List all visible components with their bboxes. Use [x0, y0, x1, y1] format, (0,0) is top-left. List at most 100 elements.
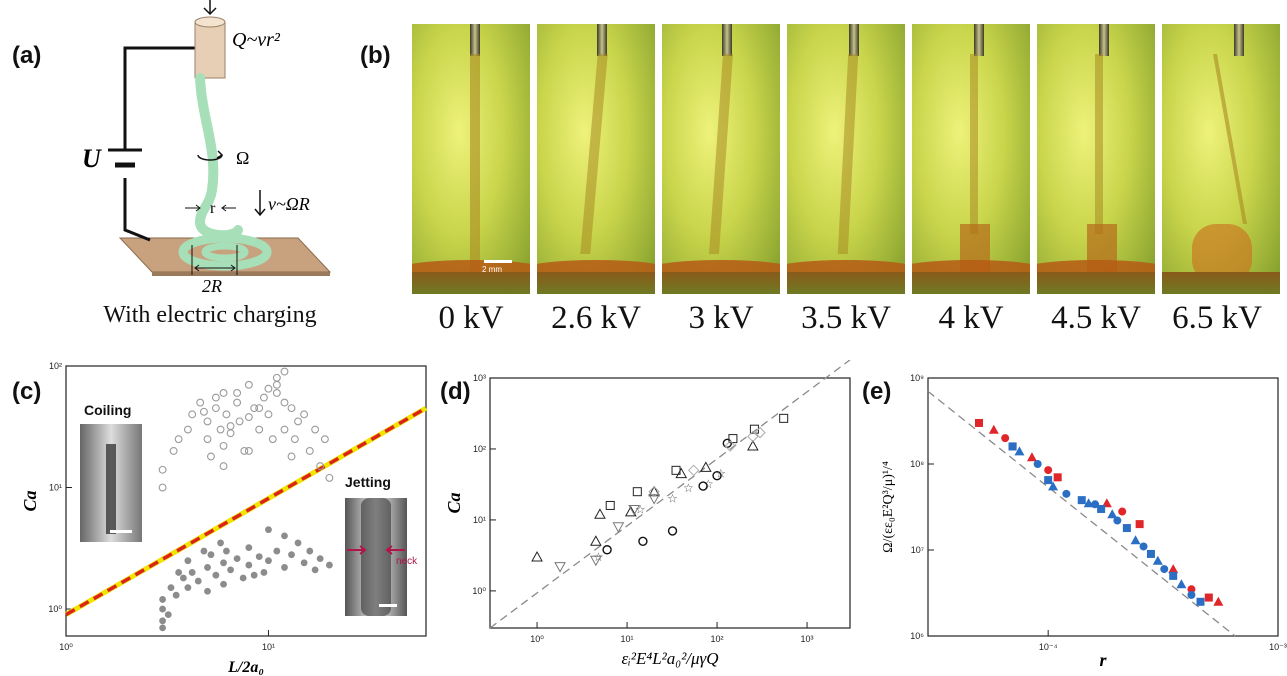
data-point: ☆ [667, 492, 678, 506]
data-point [287, 452, 296, 461]
y-tick-label: 10¹ [473, 515, 486, 525]
data-point [196, 398, 205, 407]
y-tick-label: 10² [49, 361, 62, 371]
data-point [747, 430, 759, 443]
data-point [159, 596, 166, 603]
x-axis-label: r [1099, 650, 1107, 670]
data-point [217, 539, 224, 547]
data-point [167, 584, 175, 592]
data-point [325, 473, 334, 482]
data-point [233, 555, 241, 563]
y-tick-label: 10⁷ [911, 545, 924, 555]
data-point [184, 584, 192, 592]
jetting-inset-photo [345, 498, 407, 616]
data-point: ☆ [635, 503, 646, 517]
data-point [280, 398, 289, 407]
plot-frame [927, 377, 1279, 637]
data-point [612, 522, 625, 533]
data-point [273, 547, 281, 555]
data-point [212, 571, 220, 579]
x-axis-label: εᵢ²E⁴L²a₀²/μγQ [621, 649, 718, 668]
x-axis-label: L/2a₀ [227, 659, 264, 676]
electrospinning-schematic: Q~vr² U Ω r v~ΩR 2R [82, 0, 332, 296]
data-point [1091, 500, 1100, 509]
data-point [219, 462, 228, 471]
x-tick-label: 10³ [801, 634, 814, 644]
data-point [211, 393, 220, 402]
data-point [272, 373, 281, 382]
y-axis-label: Ω/(εε₀E²Q³/μ)¹/⁴ [881, 461, 896, 553]
plot-frame [65, 365, 427, 637]
data-point [1008, 442, 1017, 451]
data-point [320, 435, 329, 444]
y-axis-label: Ca [20, 490, 40, 511]
data-point [244, 446, 253, 455]
x-tick-label: 10⁰ [530, 634, 544, 644]
data-point [199, 407, 208, 416]
data-point [675, 467, 688, 479]
data-point [1048, 481, 1059, 491]
data-point [220, 580, 227, 588]
x-tick-label: 10¹ [621, 634, 634, 644]
data-point [259, 393, 268, 402]
x-tick-label: 10⁰ [59, 642, 73, 652]
data-point [632, 487, 642, 497]
voltage-label-5: 4.5 kV [1051, 300, 1141, 336]
data-point [226, 429, 235, 438]
data-point [589, 535, 602, 546]
data-point [698, 481, 708, 491]
data-point [1077, 496, 1086, 505]
data-point [1107, 509, 1118, 519]
x-tick-label: 10⁻⁴ [1039, 642, 1058, 652]
data-point [203, 417, 212, 426]
data-point [749, 424, 759, 434]
x-tick-label: 10⁻³ [1269, 642, 1287, 652]
data-point [988, 424, 999, 434]
data-point [188, 569, 196, 576]
voltage-label: U [82, 144, 102, 173]
data-point [1026, 452, 1037, 462]
data-point [207, 452, 215, 461]
data-point [175, 569, 183, 576]
photo-3-5kv [787, 24, 905, 294]
data-point [255, 404, 264, 413]
data-point [589, 555, 602, 567]
plot-frame [489, 377, 851, 629]
data-point [219, 441, 228, 450]
y-tick-label: 10⁶ [910, 631, 924, 641]
data-point [722, 438, 733, 449]
coil-radius-label: 2R [202, 276, 222, 296]
data-point [648, 485, 661, 497]
data-point [290, 435, 299, 444]
photo-0kv: 2 mm [412, 24, 530, 294]
data-point [227, 566, 234, 574]
data-point [203, 435, 212, 444]
radius-r-label: r [210, 200, 216, 217]
data-point [1053, 473, 1062, 482]
data-point [1014, 446, 1025, 456]
data-point [164, 611, 172, 619]
data-point [1044, 476, 1053, 485]
data-point [1139, 542, 1148, 551]
data-point [265, 557, 272, 565]
y-tick-label: 10² [473, 444, 486, 454]
data-point [207, 551, 215, 559]
data-point [240, 446, 249, 455]
data-point [671, 465, 681, 475]
neck-label: neck [396, 556, 418, 567]
data-point [1033, 460, 1042, 468]
data-point [628, 505, 641, 516]
trend-line [927, 390, 1236, 637]
data-point [1101, 498, 1112, 508]
data-point [239, 574, 247, 582]
data-point [1146, 549, 1155, 558]
data-point [159, 617, 166, 625]
data-point [667, 526, 678, 536]
voltage-label-0: 0 kV [438, 300, 504, 336]
data-point [288, 551, 295, 559]
data-point [316, 462, 325, 471]
data-point [226, 422, 235, 431]
y-tick-label: 10⁸ [910, 459, 924, 469]
data-point [326, 561, 333, 569]
data-point [260, 569, 268, 576]
